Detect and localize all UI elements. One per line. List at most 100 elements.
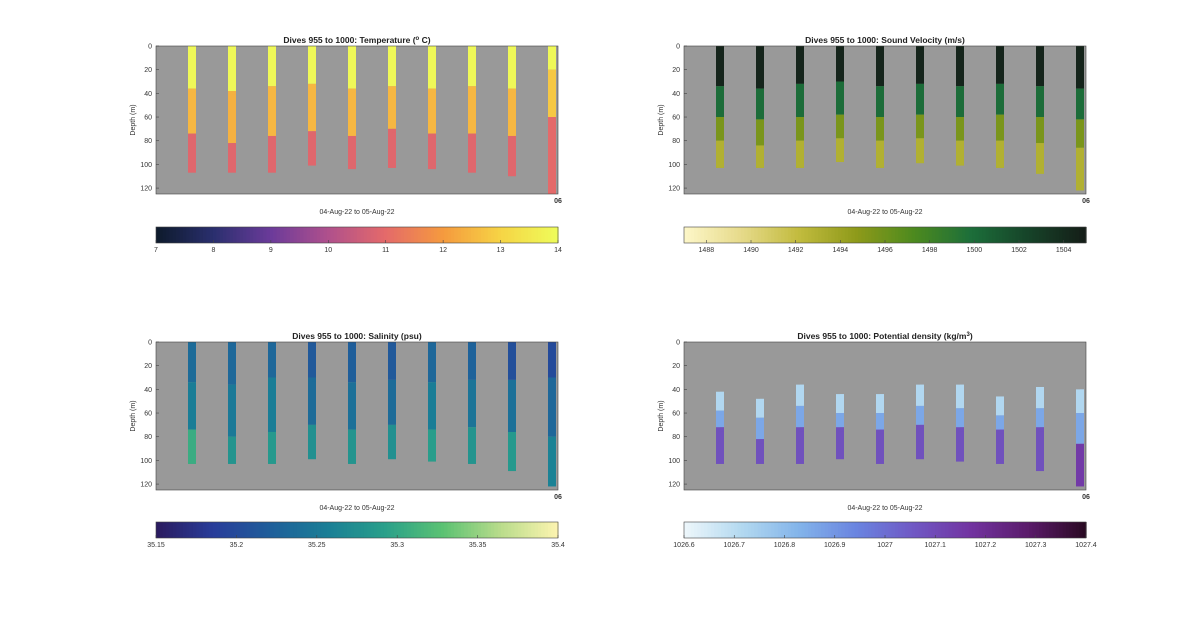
colorbar-segment bbox=[801, 522, 806, 538]
colorbar-segment bbox=[851, 522, 856, 538]
data-cell bbox=[996, 114, 1004, 141]
colorbar-segment bbox=[444, 522, 449, 538]
data-cell bbox=[800, 384, 804, 389]
colorbar-segment bbox=[393, 522, 398, 538]
data-cell bbox=[1076, 147, 1084, 191]
colorbar-segment bbox=[239, 227, 244, 243]
colorbar-segment bbox=[279, 522, 284, 538]
data-cell bbox=[916, 83, 924, 115]
data-cell bbox=[796, 140, 804, 168]
colorbar-segment bbox=[263, 522, 268, 538]
colorbar-segment bbox=[767, 522, 772, 538]
colorbar-segment bbox=[915, 227, 920, 243]
data-cell bbox=[760, 417, 764, 422]
data-cell bbox=[508, 379, 516, 432]
data-cell bbox=[836, 427, 844, 460]
chart-title: Dives 955 to 1000: Sound Velocity (m/s) bbox=[805, 35, 965, 45]
colorbar-segment bbox=[296, 227, 301, 243]
colorbar-segment bbox=[290, 522, 294, 538]
colorbar-segment bbox=[196, 522, 201, 538]
data-cell bbox=[1040, 86, 1044, 91]
y-tick-label: 100 bbox=[668, 458, 680, 465]
colorbar-segment bbox=[948, 227, 953, 243]
data-cell bbox=[392, 128, 396, 133]
colorbar-segment bbox=[159, 227, 164, 243]
data-cell bbox=[188, 46, 196, 89]
colorbar-tick-label: 1496 bbox=[877, 247, 893, 254]
data-cell bbox=[352, 135, 356, 140]
colorbar-segment bbox=[460, 522, 465, 538]
colorbar-segment bbox=[854, 522, 859, 538]
colorbar-segment bbox=[834, 522, 839, 538]
colorbar-segment bbox=[293, 227, 298, 243]
data-cell bbox=[756, 119, 764, 146]
data-cell bbox=[1000, 429, 1004, 434]
colorbar-segment bbox=[300, 522, 304, 538]
colorbar-segment bbox=[340, 522, 345, 538]
data-cell bbox=[308, 377, 316, 425]
colorbar-segment bbox=[878, 227, 883, 243]
colorbar-segment bbox=[804, 227, 809, 243]
data-cell bbox=[432, 429, 436, 434]
x-axis-label: 04-Aug-22 to 05-Aug-22 bbox=[847, 505, 922, 512]
data-cell bbox=[472, 86, 476, 91]
data-cell bbox=[508, 135, 516, 177]
colorbar-tick-label: 1026.8 bbox=[774, 542, 796, 549]
colorbar-tick-label: 35.4 bbox=[551, 542, 565, 549]
dive-profile bbox=[996, 396, 1004, 464]
data-cell bbox=[268, 431, 276, 464]
data-cell bbox=[720, 117, 724, 122]
data-cell bbox=[228, 90, 236, 144]
colorbar-segment bbox=[828, 522, 832, 538]
colorbar-segment bbox=[454, 522, 459, 538]
colorbar-segment bbox=[838, 522, 843, 538]
colorbar-segment bbox=[239, 522, 244, 538]
colorbar-segment bbox=[864, 227, 869, 243]
data-cell bbox=[796, 405, 804, 428]
colorbar-segment bbox=[243, 522, 248, 538]
y-axis-label: Depth (m) bbox=[130, 400, 137, 431]
colorbar-segment bbox=[172, 522, 177, 538]
y-axis-label: Depth (m) bbox=[658, 104, 665, 135]
data-cell bbox=[840, 427, 844, 432]
data-cell bbox=[1036, 46, 1044, 87]
axes-frame bbox=[155, 45, 559, 195]
data-cell bbox=[840, 138, 844, 143]
colorbar-segment bbox=[387, 522, 392, 538]
data-cell bbox=[916, 46, 924, 84]
colorbar-segment bbox=[962, 227, 966, 243]
colorbar-segment bbox=[771, 522, 776, 538]
colorbar-segment bbox=[363, 227, 368, 243]
colorbar-segment bbox=[243, 227, 248, 243]
colorbar-segment bbox=[831, 227, 836, 243]
colorbar-tick-label: 35.2 bbox=[230, 542, 244, 549]
colorbar-tick-label: 8 bbox=[211, 247, 215, 254]
data-cell bbox=[268, 377, 276, 432]
colorbar-segment bbox=[534, 227, 539, 243]
y-tick-label: 60 bbox=[144, 411, 152, 418]
colorbar-segment bbox=[1075, 227, 1080, 243]
colorbar-segment bbox=[1072, 522, 1077, 538]
colorbar-segment bbox=[737, 522, 742, 538]
data-cell bbox=[960, 46, 964, 50]
colorbar-segment bbox=[911, 227, 916, 243]
colorbar-segment bbox=[531, 522, 536, 538]
data-cell bbox=[508, 88, 516, 136]
dive-profile bbox=[548, 342, 556, 487]
dive-profile bbox=[1076, 389, 1084, 487]
data-cell bbox=[836, 81, 844, 115]
colorbar-segment bbox=[1045, 227, 1050, 243]
colorbar-segment bbox=[303, 227, 308, 243]
colorbar-segment bbox=[353, 227, 358, 243]
chart-title: Dives 955 to 1000: Salinity (psu) bbox=[292, 331, 422, 341]
colorbar-tick-label: 1494 bbox=[833, 247, 849, 254]
data-cell bbox=[1040, 427, 1044, 432]
colorbar-tick-label: 9 bbox=[269, 247, 273, 254]
colorbar-segment bbox=[1045, 522, 1050, 538]
data-cell bbox=[432, 46, 436, 50]
colorbar-segment bbox=[507, 522, 512, 538]
axes-frame bbox=[683, 341, 1087, 491]
colorbar-segment bbox=[279, 227, 284, 243]
colorbar-segment bbox=[202, 227, 207, 243]
colorbar-segment bbox=[777, 227, 782, 243]
